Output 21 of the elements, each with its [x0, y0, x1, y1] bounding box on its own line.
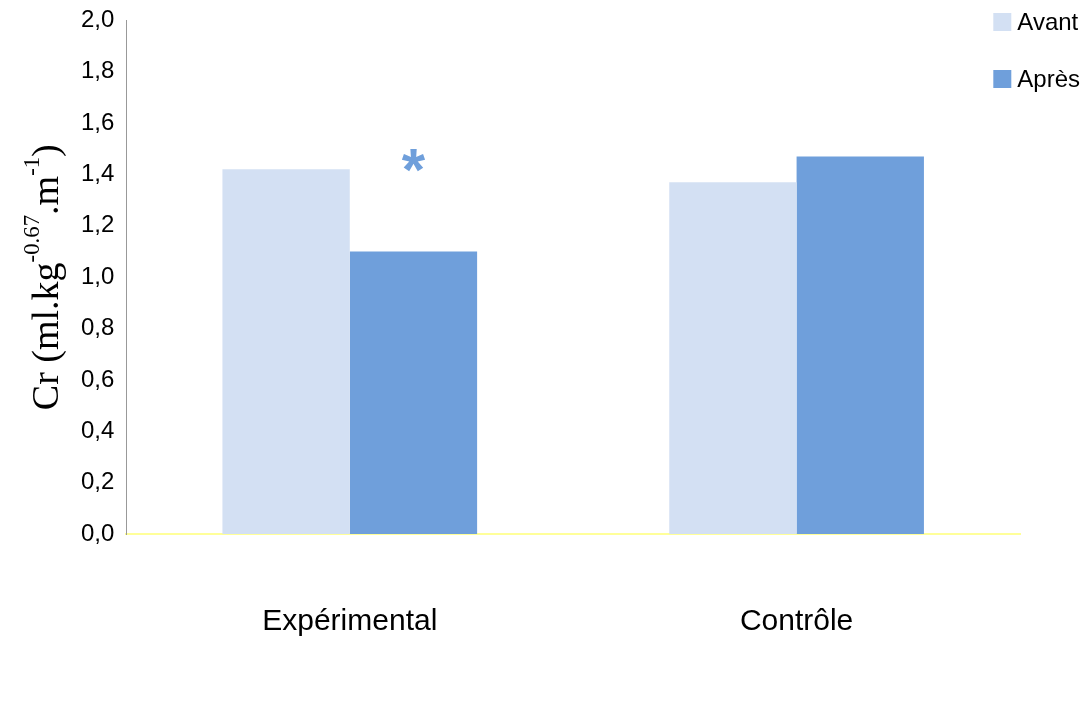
- annotation: *: [401, 136, 426, 204]
- y-tick-label: 1,0: [80, 261, 115, 289]
- y-tick-label: 1,4: [80, 159, 115, 187]
- y-tick-label: 0,8: [80, 313, 115, 341]
- bar: [222, 169, 350, 534]
- y-tick-label: 1,2: [80, 210, 115, 238]
- y-tick-label: 1,8: [80, 56, 115, 84]
- legend-label: Avant: [1017, 7, 1079, 35]
- y-tick-label: 0,6: [80, 364, 115, 392]
- legend-label: Après: [1017, 64, 1081, 92]
- y-tick-label: 0,4: [80, 415, 115, 443]
- bar: [349, 251, 478, 534]
- y-axis-title: Cr (ml.kg-0.67.m-1): [18, 144, 67, 411]
- x-tick-label: Contrôle: [739, 603, 854, 637]
- bar: [669, 182, 797, 534]
- x-tick-label: Expérimental: [262, 603, 438, 637]
- y-tick-label: 0,0: [80, 518, 115, 546]
- y-tick-label: 2,0: [80, 5, 115, 33]
- bar: [796, 156, 924, 534]
- y-tick-label: 1,6: [80, 107, 115, 135]
- y-tick-label: 0,2: [80, 467, 115, 495]
